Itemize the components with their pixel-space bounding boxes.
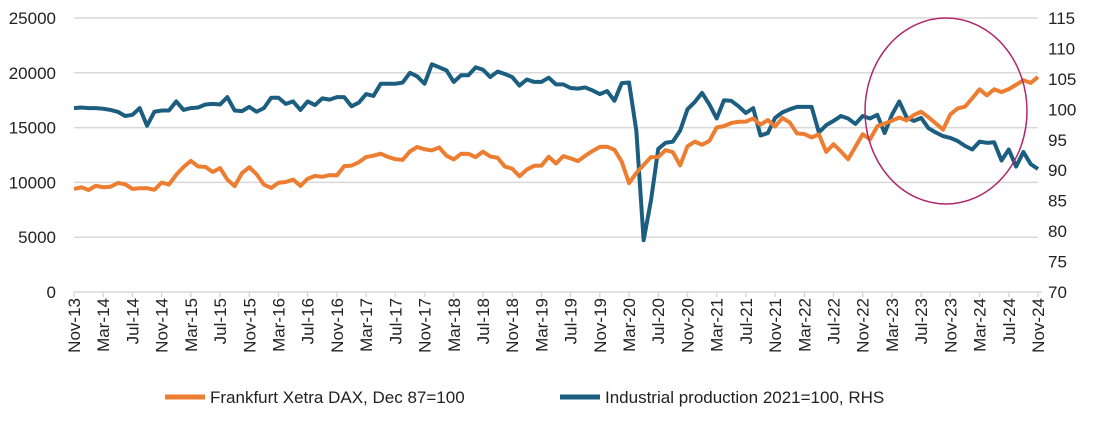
x-tick-label: Jul-18	[474, 298, 493, 344]
x-tick-label: Mar-24	[971, 298, 990, 352]
gridlines	[74, 17, 1038, 238]
x-tick-label: Mar-15	[182, 298, 201, 352]
y-right-tick-label: 85	[1048, 192, 1067, 211]
y-right-tick-label: 70	[1048, 283, 1067, 302]
y-right-tick-label: 115	[1048, 9, 1075, 28]
x-tick-label: Nov-14	[153, 298, 172, 353]
x-tick-label: Jul-23	[912, 298, 931, 344]
x-tick-label: Nov-24	[1029, 298, 1048, 353]
y-left-tick-label: 0	[47, 283, 56, 302]
x-tick-label: Nov-22	[854, 298, 873, 353]
y-right-tick-label: 95	[1048, 131, 1067, 150]
x-tick-label: Jul-21	[737, 298, 756, 344]
x-tick-label: Jul-20	[649, 298, 668, 344]
y-right-tick-label: 90	[1048, 161, 1067, 180]
x-tick-label: Nov-15	[240, 298, 259, 353]
y-right-tick-label: 80	[1048, 222, 1067, 241]
y-axis-left: 0 5000 10000 15000 20000 25000	[9, 9, 56, 302]
x-tick-label: Jul-19	[562, 298, 581, 344]
legend: Frankfurt Xetra DAX, Dec 87=100 Industri…	[165, 388, 884, 407]
x-tick-label: Nov-21	[766, 298, 785, 353]
x-tick-label: Mar-22	[795, 298, 814, 352]
highlight-ellipse	[864, 17, 1028, 205]
series-line-dax	[73, 75, 1040, 193]
x-tick-label: Jul-14	[123, 298, 142, 344]
y-right-tick-label: 75	[1048, 253, 1067, 272]
y-left-tick-label: 20000	[9, 64, 56, 83]
y-left-tick-label: 5000	[18, 228, 56, 247]
x-tick-label: Nov-18	[503, 298, 522, 353]
series-line-industrial-production	[73, 62, 1040, 243]
x-tick-label: Mar-14	[94, 298, 113, 352]
x-tick-label: Mar-18	[445, 298, 464, 352]
x-tick-label: Nov-16	[328, 298, 347, 353]
x-tick-label: Jul-17	[386, 298, 405, 344]
x-tick-label: Mar-20	[620, 298, 639, 352]
y-right-tick-label: 100	[1048, 100, 1076, 119]
x-tick-label: Jul-22	[825, 298, 844, 344]
x-tick-label: Nov-13	[65, 298, 84, 353]
x-tick-label: Jul-24	[1000, 298, 1019, 344]
x-tick-label: Nov-20	[678, 298, 697, 353]
x-tick-label: Mar-21	[708, 298, 727, 352]
y-right-tick-label: 105	[1048, 70, 1076, 89]
x-tick-label: Jul-15	[211, 298, 230, 344]
y-left-tick-label: 10000	[9, 173, 56, 192]
legend-label-ip: Industrial production 2021=100, RHS	[605, 388, 884, 407]
x-tick-label: Mar-16	[269, 298, 288, 352]
y-right-tick-label: 110	[1048, 39, 1075, 58]
y-left-tick-label: 15000	[9, 119, 56, 138]
x-tick-label: Jul-16	[299, 298, 318, 344]
x-tick-label: Nov-17	[416, 298, 435, 353]
x-tick-label: Mar-23	[883, 298, 902, 352]
legend-label-dax: Frankfurt Xetra DAX, Dec 87=100	[210, 388, 465, 407]
series-lines	[73, 62, 1040, 243]
x-axis: Nov-13 Mar-14 Jul-14 Nov-14 Mar-15 Jul-15 Nov-…	[65, 291, 1048, 353]
x-tick-label: Nov-23	[941, 298, 960, 353]
x-tick-label: Mar-19	[532, 298, 551, 352]
y-left-tick-label: 25000	[9, 9, 56, 28]
x-tick-label: Nov-19	[591, 298, 610, 353]
y-axis-right: 70 75 80 85 90 95 100 105 110 115	[1048, 9, 1076, 302]
x-tick-label: Mar-17	[357, 298, 376, 352]
